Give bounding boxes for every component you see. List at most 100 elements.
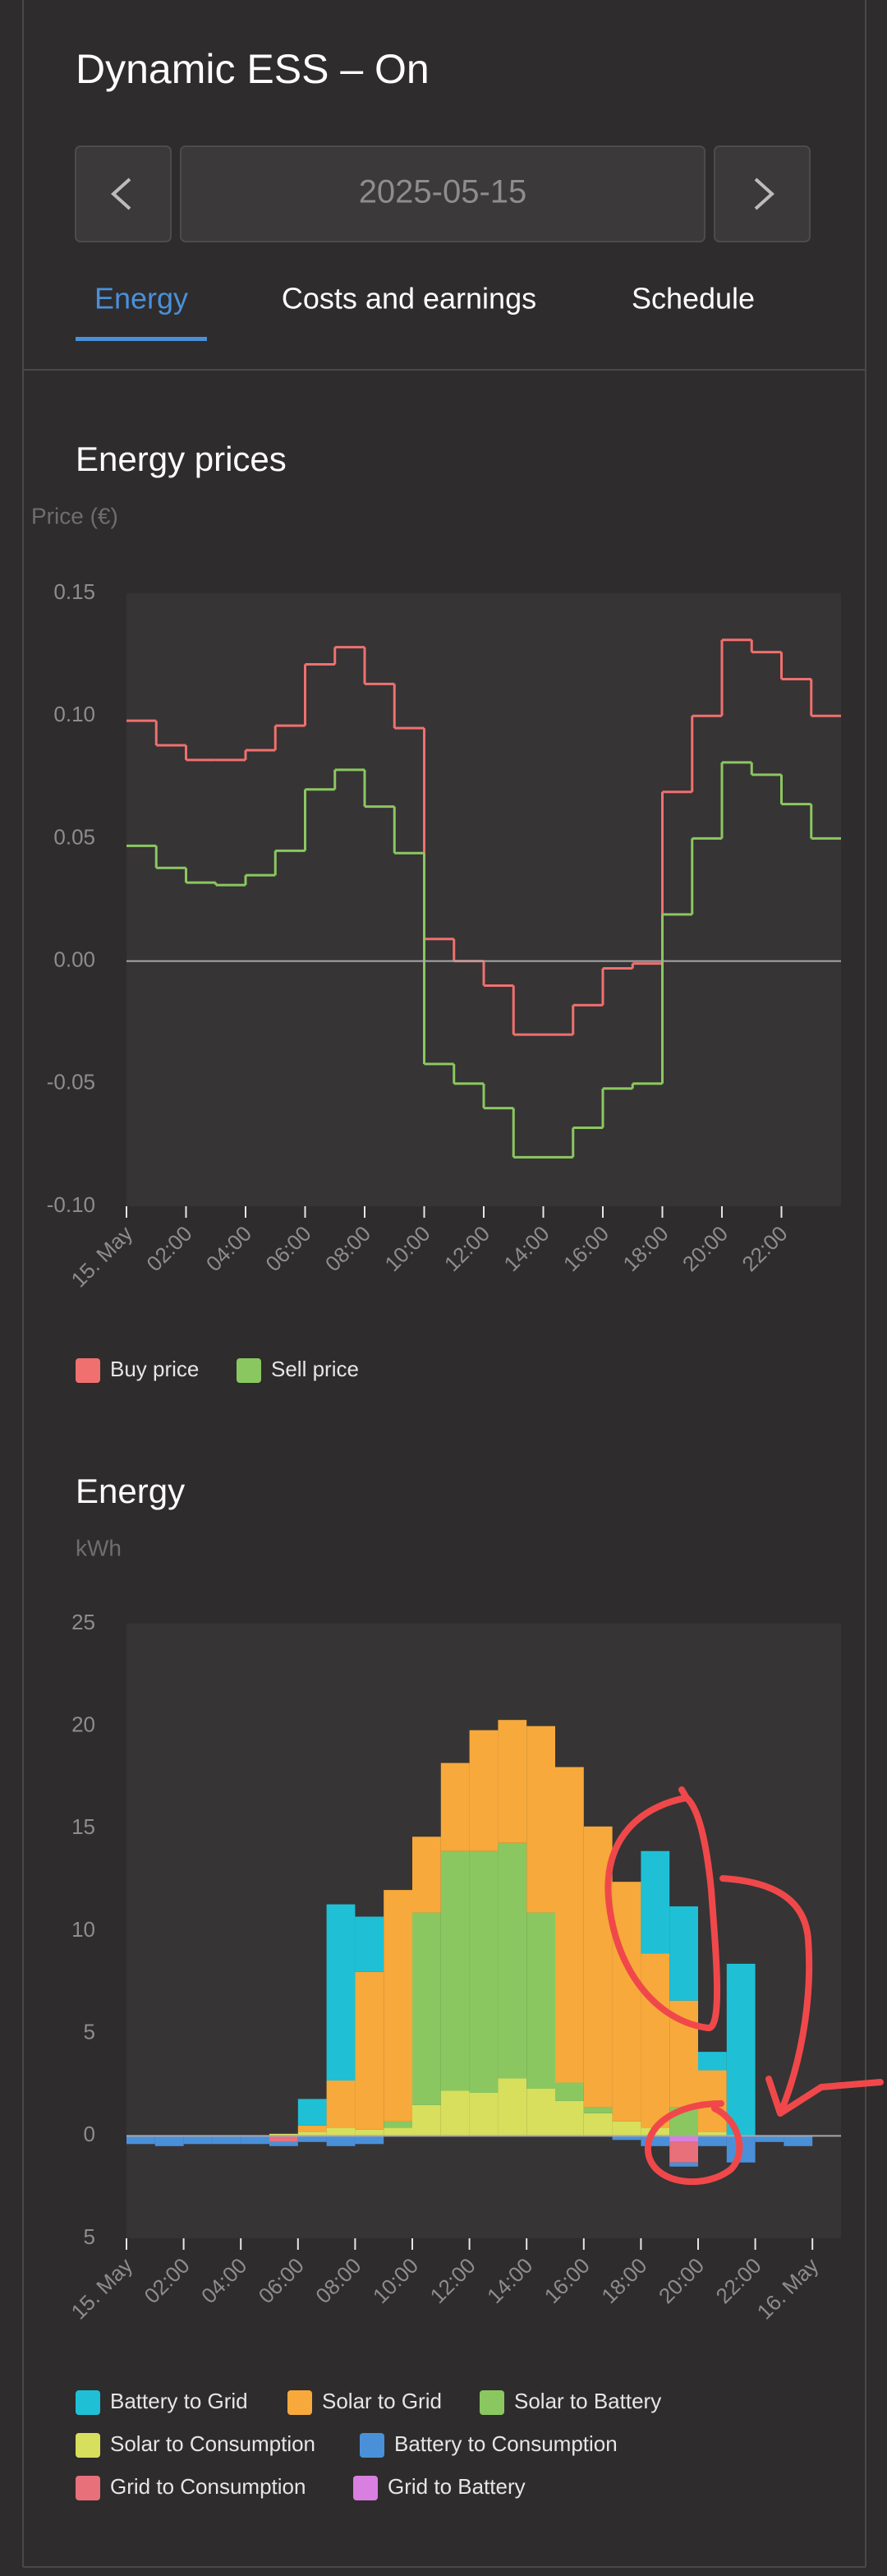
bar-segment xyxy=(612,2136,641,2141)
bar-segment xyxy=(469,1730,499,1851)
bar-segment xyxy=(326,2136,356,2146)
bar-segment xyxy=(555,2100,584,2136)
bar-segment xyxy=(698,2052,727,2071)
bar-segment xyxy=(698,2136,727,2146)
bar-segment xyxy=(355,1971,384,2130)
bar-segment xyxy=(269,2133,298,2136)
bar-segment xyxy=(698,2131,727,2136)
y-tick-label: 0.15 xyxy=(53,579,95,604)
legend-label: Solar to Consumption xyxy=(110,2431,315,2456)
plot-area xyxy=(126,593,841,1206)
legend-swatch xyxy=(353,2476,378,2500)
bar-segment xyxy=(183,2136,213,2145)
y-tick-label: 0.10 xyxy=(53,702,95,726)
bar-segment xyxy=(269,2141,298,2146)
legend-label: Solar to Battery xyxy=(514,2389,661,2413)
bar-segment xyxy=(755,2136,784,2142)
bar-segment xyxy=(526,1912,555,2089)
bar-segment xyxy=(326,2127,356,2136)
bar-segment xyxy=(583,2113,613,2136)
y-tick-label: 5 xyxy=(84,2020,95,2044)
bar-segment xyxy=(469,2092,499,2136)
bar-segment xyxy=(612,2121,641,2136)
tab-energy[interactable]: Energy xyxy=(94,282,188,316)
bar-segment xyxy=(384,2121,412,2128)
next-day-button[interactable] xyxy=(714,145,811,242)
hand-arrow xyxy=(719,1875,884,2117)
legend-swatch xyxy=(76,2476,100,2500)
legend-swatch xyxy=(76,2433,100,2458)
y-tick-label: 15 xyxy=(71,1814,95,1839)
bar-segment xyxy=(669,1906,698,2001)
legend-swatch xyxy=(480,2390,504,2415)
chart-title: Energy xyxy=(76,1472,185,1510)
bar-segment xyxy=(297,2131,327,2136)
chart-title: Energy prices xyxy=(76,440,287,478)
bar-segment xyxy=(669,2162,698,2167)
tab-schedule[interactable]: Schedule xyxy=(632,282,755,316)
hand-circle xyxy=(604,1786,721,2031)
legend-label: Grid to Consumption xyxy=(110,2474,306,2499)
page-title: Dynamic ESS – On xyxy=(76,46,430,92)
bar-segment xyxy=(641,1850,670,1954)
y-tick-label: 10 xyxy=(71,1917,95,1942)
y-tick-label: 0.05 xyxy=(53,824,95,849)
bar-segment xyxy=(612,1882,641,2122)
bar-segment xyxy=(355,2129,384,2136)
bar-segment xyxy=(583,2107,613,2113)
y-tick-label: 20 xyxy=(71,1712,95,1737)
bar-segment xyxy=(726,1963,756,2136)
y-tick-label: 0 xyxy=(84,2122,95,2146)
bar-segment xyxy=(297,2099,327,2126)
legend-label: Solar to Grid xyxy=(322,2389,442,2413)
bar-segment xyxy=(498,1842,527,2079)
bar-segment xyxy=(784,2136,813,2146)
prev-day-button[interactable] xyxy=(75,145,172,242)
bar-segment xyxy=(669,2136,698,2142)
bar-segment xyxy=(498,2078,527,2136)
bar-segment xyxy=(412,2104,441,2136)
bar-segment xyxy=(469,1850,499,2093)
bar-segment xyxy=(297,2125,327,2132)
bar-segment xyxy=(440,2090,470,2136)
legend-swatch xyxy=(360,2433,384,2458)
hand-circle xyxy=(644,2100,743,2186)
bar-segment xyxy=(241,2136,269,2145)
bar-segment xyxy=(212,2136,241,2145)
legend-swatch xyxy=(76,2390,100,2415)
tab-underline xyxy=(76,337,207,341)
legend-label: Battery to Grid xyxy=(110,2389,248,2413)
date-label: 2025-05-15 xyxy=(359,174,527,210)
bar-segment xyxy=(555,1767,584,2083)
bar-segment xyxy=(269,2136,298,2142)
bar-segment xyxy=(669,2141,698,2163)
bar-segment xyxy=(412,1912,441,2105)
legend-swatch xyxy=(287,2390,312,2415)
y-tick-label: 0.00 xyxy=(53,947,95,971)
annotations xyxy=(604,1786,884,2186)
bar-segment xyxy=(297,2136,327,2142)
bar-segment xyxy=(440,1763,470,1851)
date-picker[interactable] xyxy=(180,145,705,242)
y-axis-label: Price (€) xyxy=(31,503,118,528)
bar-segment xyxy=(355,1916,384,1972)
bar-segment xyxy=(641,1953,670,2128)
bar-segment xyxy=(498,1720,527,1843)
bar-segment xyxy=(326,2081,356,2128)
bar-segment xyxy=(440,1850,470,2091)
bar-segment xyxy=(384,1890,412,2122)
bar-segment xyxy=(555,2082,584,2101)
chevron-left xyxy=(111,177,131,210)
bar-segment xyxy=(526,2088,555,2136)
tab-costs[interactable]: Costs and earnings xyxy=(282,282,536,316)
y-tick-label: 25 xyxy=(71,1610,95,1634)
y-tick-label: -0.05 xyxy=(47,1070,95,1094)
y-tick-label: -0.10 xyxy=(47,1192,95,1217)
legend-label: Sell price xyxy=(271,1357,359,1381)
legend-label: Buy price xyxy=(110,1357,199,1381)
legend-swatch xyxy=(237,1358,261,1383)
bar-segment xyxy=(412,1836,441,1913)
bar-segment xyxy=(126,2136,155,2145)
